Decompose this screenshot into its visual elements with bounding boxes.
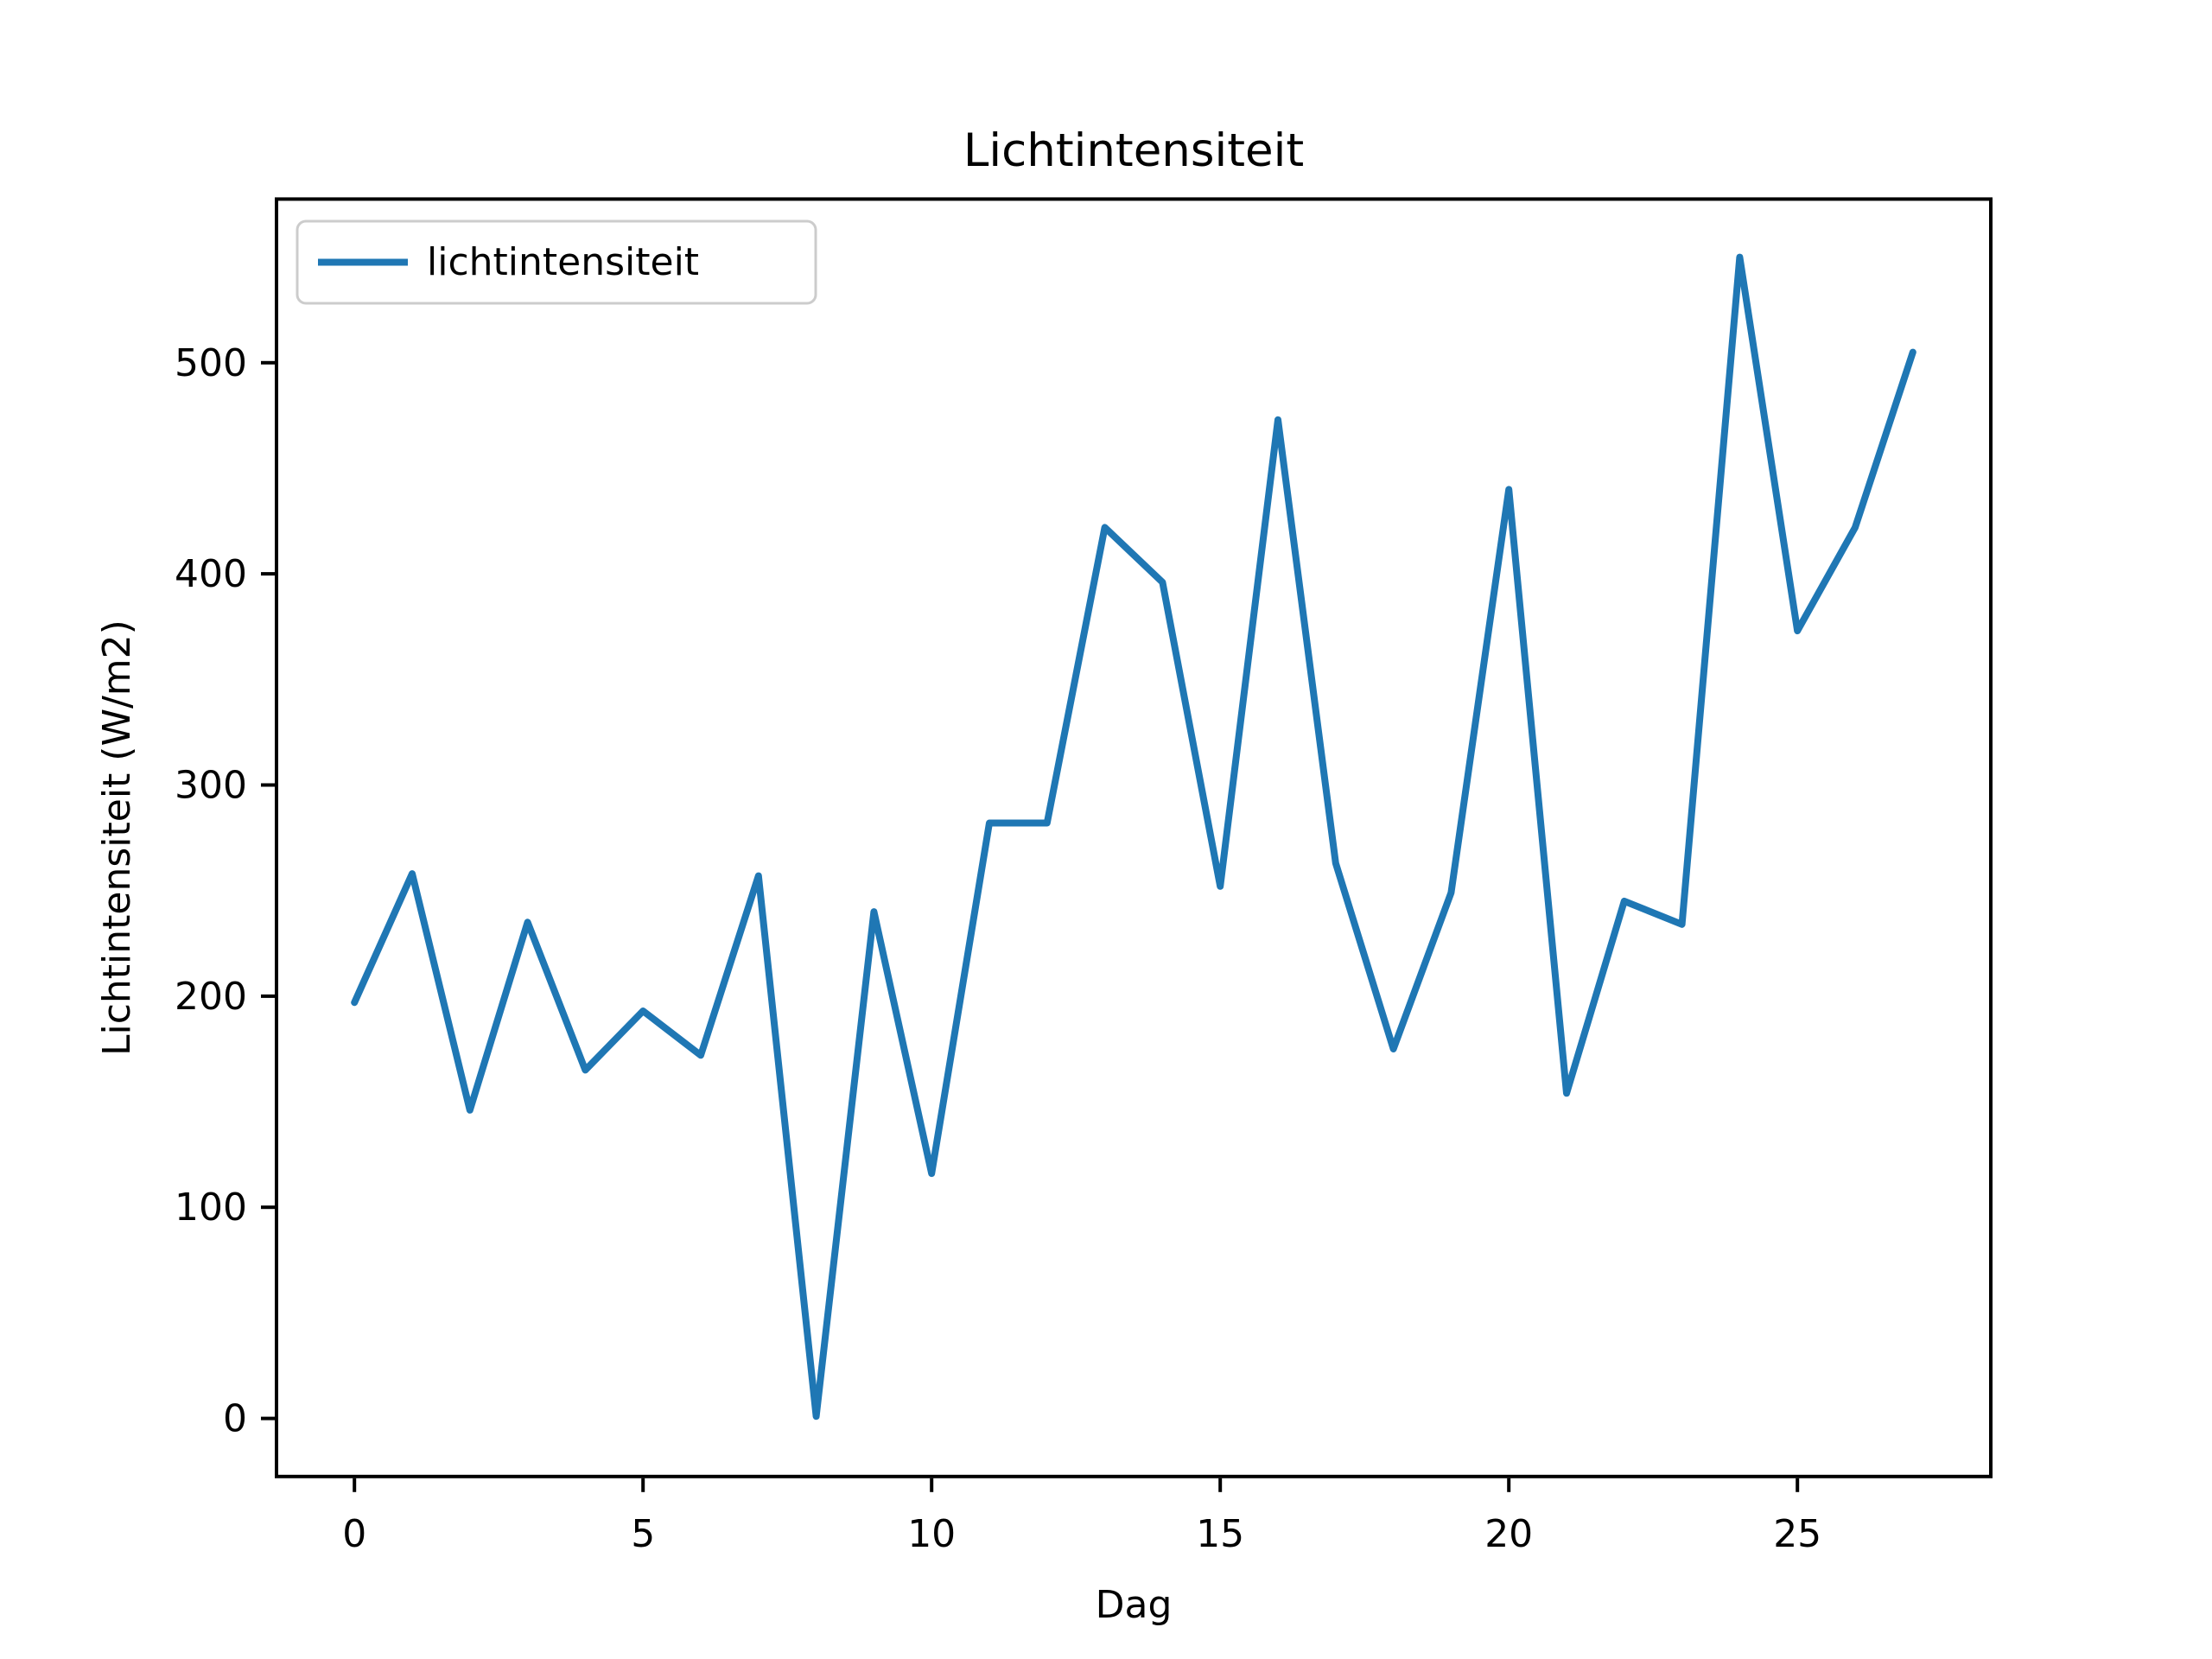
y-tick-label: 100: [175, 1185, 247, 1230]
legend-box: [296, 219, 817, 305]
x-tick-label: 20: [1484, 1512, 1533, 1556]
y-axis-ticks: 0 100 200 300 400 500: [175, 341, 275, 1441]
plot-area: [275, 197, 1993, 1478]
y-tick-label: 200: [175, 975, 247, 1019]
y-tick-label: 0: [223, 1397, 247, 1441]
y-tick-label: 300: [175, 764, 247, 808]
data-line-lichtintensiteit: [351, 253, 1916, 1421]
chart-title: Lichtintensiteit: [963, 124, 1304, 177]
y-tick-label: 500: [175, 341, 247, 385]
x-tick-label: 25: [1773, 1512, 1821, 1556]
legend-label: lichtintensiteit: [427, 240, 699, 284]
x-axis-label: Dag: [1096, 1583, 1173, 1627]
y-axis-label: Lichtintensiteit (W/m2): [95, 620, 139, 1056]
x-tick-label: 0: [342, 1512, 366, 1556]
x-axis-ticks: 0 5 10 15 20 25: [342, 1478, 1821, 1556]
x-tick-label: 5: [631, 1512, 655, 1556]
x-tick-label: 10: [907, 1512, 956, 1556]
x-tick-label: 15: [1196, 1512, 1244, 1556]
y-tick-label: 400: [175, 552, 247, 596]
legend: lichtintensiteit: [296, 219, 817, 305]
